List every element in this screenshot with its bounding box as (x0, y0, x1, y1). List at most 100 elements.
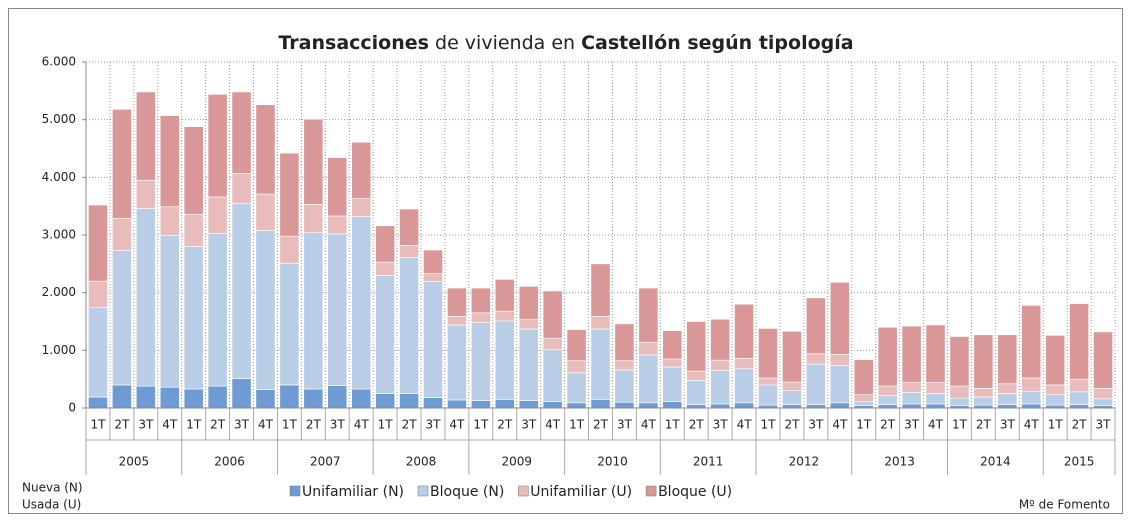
bar-segment (1045, 384, 1066, 396)
bar-segment (805, 363, 826, 405)
bar-segment (399, 245, 419, 258)
bar-segment (159, 115, 180, 208)
bar-segment (88, 204, 108, 282)
bar-segment (279, 152, 300, 237)
bar-segment (853, 394, 874, 402)
bar-segment (925, 393, 946, 405)
bar-segment (949, 336, 970, 387)
bar-segment (662, 366, 683, 402)
year-label: 2013 (884, 455, 915, 469)
bar-segment (399, 257, 419, 394)
bar-segment (207, 385, 228, 409)
bar-segment (1045, 335, 1066, 386)
x-tick-label: 2T (689, 418, 705, 432)
bar-segment (1093, 398, 1113, 406)
bar-segment (399, 208, 419, 246)
x-tick-label: 1T (569, 418, 585, 432)
bar-segment (782, 381, 802, 391)
bar-segment (303, 232, 324, 390)
year-label: 2010 (597, 455, 628, 469)
bar-segment (853, 401, 874, 406)
legend-swatch (289, 485, 301, 497)
bar-segment (1069, 391, 1089, 405)
bar-segment (231, 91, 252, 174)
y-tick-label: 3.000 (42, 228, 76, 242)
bar-segment (423, 249, 443, 274)
bar-segment (1021, 403, 1042, 409)
x-tick-label: 3T (234, 418, 250, 432)
bar-segment (901, 403, 922, 409)
x-tick-label: 2T (402, 418, 418, 432)
x-tick-label: 4T (737, 418, 753, 432)
x-tick-label: 1T (90, 418, 106, 432)
bar-segment (518, 318, 539, 330)
year-label: 2014 (980, 455, 1011, 469)
x-tick-label: 3T (808, 418, 824, 432)
bar-segment (590, 263, 611, 317)
x-tick-label: 3T (713, 418, 729, 432)
bar-segment (686, 321, 707, 372)
y-tick-label: 1.000 (42, 343, 76, 357)
bar-segment (614, 401, 635, 409)
bar-segment (758, 328, 778, 379)
bar-segment (590, 328, 611, 400)
bar-segment (88, 396, 108, 409)
bar-segment (662, 330, 683, 360)
bar-segment (590, 316, 611, 330)
bar-segment (279, 384, 300, 409)
bar-segment (351, 388, 372, 409)
year-label: 2009 (501, 455, 532, 469)
bar-segment (255, 389, 276, 409)
y-tick-label: 5.000 (42, 112, 76, 126)
x-tick-label: 1T (761, 418, 777, 432)
bar-segment (423, 273, 443, 283)
bar-segment (135, 179, 156, 209)
bar-segment (447, 316, 467, 326)
legend-label: Unifamiliar (N) (302, 484, 404, 500)
x-tick-label: 4T (832, 418, 848, 432)
bar-segment (112, 250, 132, 386)
x-tick-label: 2T (593, 418, 609, 432)
y-tick-label: 4.000 (42, 170, 76, 184)
bar-segment (542, 401, 563, 409)
x-tick-label: 2T (497, 418, 513, 432)
bar-segment (758, 377, 778, 386)
bar-segment (351, 198, 372, 217)
bar-segment (542, 290, 563, 339)
legend-swatch (645, 485, 657, 497)
bar-segment (279, 235, 300, 264)
bar-segment (88, 280, 108, 308)
bar-segment (877, 385, 898, 396)
legend-label: Bloque (U) (658, 484, 732, 500)
bar-segment (470, 400, 491, 409)
x-tick-label: 3T (426, 418, 442, 432)
bar-segment (829, 354, 850, 366)
x-tick-label: 3T (138, 418, 154, 432)
chart-title: Transacciones de vivienda en Castellón s… (278, 32, 853, 54)
bar-segment (518, 286, 539, 320)
bar-segment (638, 287, 659, 343)
bar-segment (566, 372, 587, 404)
bar-segment (614, 369, 635, 403)
bar-segment (494, 320, 515, 400)
x-tick-label: 2T (880, 418, 896, 432)
bar-segment (590, 399, 611, 409)
bar-segment (997, 334, 1018, 385)
bar-segment (135, 208, 156, 387)
x-tick-label: 4T (258, 418, 274, 432)
bar-segment (566, 402, 587, 409)
x-tick-label: 1T (186, 418, 202, 432)
bar-segment (470, 322, 491, 401)
x-tick-label: 4T (928, 418, 944, 432)
x-tick-label: 1T (378, 418, 394, 432)
bar-segment (734, 303, 754, 359)
bar-segment (231, 202, 252, 379)
bar-segment (710, 403, 731, 409)
bar-segment (805, 297, 826, 355)
year-label: 2012 (789, 455, 820, 469)
bar-segment (399, 393, 419, 409)
bar-segment (183, 213, 204, 247)
bar-segment (901, 382, 922, 393)
bar-segment (112, 108, 132, 219)
